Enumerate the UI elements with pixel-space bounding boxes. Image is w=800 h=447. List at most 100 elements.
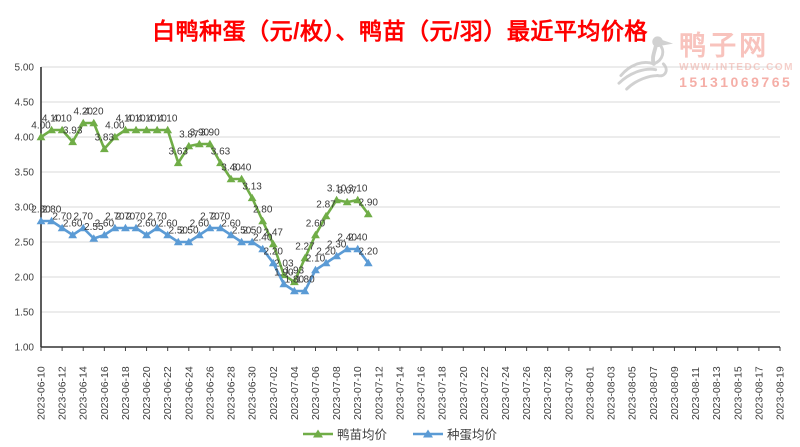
legend-entry-duckling: 鸭苗均价 — [302, 424, 387, 443]
svg-text:1.80: 1.80 — [295, 275, 315, 286]
svg-text:2023-08-01: 2023-08-01 — [584, 366, 596, 420]
svg-text:2023-07-20: 2023-07-20 — [458, 366, 470, 420]
svg-text:2.87: 2.87 — [316, 200, 336, 211]
svg-text:2023-06-26: 2023-06-26 — [204, 366, 216, 420]
svg-text:2.10: 2.10 — [306, 254, 326, 265]
svg-text:2.50: 2.50 — [15, 238, 35, 249]
svg-text:2.70: 2.70 — [126, 212, 146, 223]
svg-text:2.20: 2.20 — [316, 247, 336, 258]
svg-text:2.60: 2.60 — [158, 219, 178, 230]
gridlines — [41, 66, 780, 348]
svg-text:4.00: 4.00 — [31, 121, 51, 132]
svg-text:2.03: 2.03 — [274, 258, 294, 269]
svg-text:4.10: 4.10 — [147, 114, 167, 125]
svg-text:3.13: 3.13 — [242, 181, 262, 192]
svg-text:2.40: 2.40 — [348, 233, 368, 244]
svg-text:2.50: 2.50 — [169, 226, 189, 237]
svg-text:2023-06-30: 2023-06-30 — [247, 366, 259, 420]
series-duckling-price — [36, 118, 373, 286]
svg-text:1.90: 1.90 — [274, 268, 294, 279]
svg-text:4.00: 4.00 — [105, 121, 125, 132]
svg-text:2.00: 2.00 — [15, 273, 35, 284]
svg-text:2023-07-26: 2023-07-26 — [521, 366, 533, 420]
svg-text:2.80: 2.80 — [253, 205, 273, 216]
svg-text:4.10: 4.10 — [52, 114, 72, 125]
svg-text:2.70: 2.70 — [116, 212, 136, 223]
svg-text:4.00: 4.00 — [15, 133, 35, 144]
svg-text:4.10: 4.10 — [158, 114, 178, 125]
svg-text:3.07: 3.07 — [337, 186, 357, 197]
x-axis-labels: 2023-06-10 2023-06-12 2023-06-14 2023-06-16… — [36, 366, 787, 420]
x-axis-ticks — [40, 347, 781, 351]
svg-text:2.80: 2.80 — [42, 205, 62, 216]
svg-text:3.40: 3.40 — [221, 163, 241, 174]
svg-text:2.20: 2.20 — [359, 247, 379, 258]
svg-text:2.47: 2.47 — [264, 228, 284, 239]
svg-text:2023-08-15: 2023-08-15 — [732, 366, 744, 420]
svg-text:2023-08-13: 2023-08-13 — [711, 366, 723, 420]
svg-text:5.00: 5.00 — [15, 63, 35, 74]
legend-label-egg: 种蛋均价 — [447, 428, 498, 442]
svg-text:4.10: 4.10 — [116, 114, 136, 125]
svg-text:1.93: 1.93 — [285, 265, 305, 276]
svg-text:3.00: 3.00 — [15, 203, 35, 214]
svg-text:3.83: 3.83 — [95, 132, 115, 143]
legend-label-duckling: 鸭苗均价 — [336, 428, 387, 442]
svg-text:3.87: 3.87 — [179, 130, 199, 141]
svg-text:3.10: 3.10 — [327, 184, 347, 195]
svg-text:2023-07-14: 2023-07-14 — [394, 366, 406, 420]
axes — [40, 67, 780, 348]
svg-text:2.60: 2.60 — [306, 219, 326, 230]
svg-text:2.80: 2.80 — [31, 205, 51, 216]
svg-text:4.20: 4.20 — [73, 107, 93, 118]
svg-text:1.00: 1.00 — [15, 343, 35, 354]
svg-text:2023-07-08: 2023-07-08 — [331, 366, 343, 420]
svg-text:2.50: 2.50 — [232, 226, 252, 237]
svg-text:2.70: 2.70 — [200, 212, 220, 223]
svg-text:4.10: 4.10 — [137, 114, 157, 125]
svg-text:4.10: 4.10 — [42, 114, 62, 125]
svg-text:4.20: 4.20 — [84, 107, 104, 118]
svg-text:3.63: 3.63 — [211, 146, 231, 157]
y-axis-labels: 5.00 4.50 4.00 3.50 3.00 2.50 2.00 1.50 1.00 — [15, 63, 35, 354]
svg-text:2.40: 2.40 — [337, 233, 357, 244]
svg-text:2023-06-18: 2023-06-18 — [120, 366, 132, 420]
svg-text:2.60: 2.60 — [221, 219, 241, 230]
page-title: 白鸭种蛋（元/枚）、鸭苗（元/羽）最近平均价格 — [152, 18, 648, 44]
svg-text:2023-07-24: 2023-07-24 — [500, 366, 512, 420]
svg-text:3.90: 3.90 — [200, 128, 220, 139]
svg-text:4.50: 4.50 — [15, 98, 35, 109]
svg-text:2.70: 2.70 — [52, 212, 72, 223]
svg-text:2023-07-22: 2023-07-22 — [479, 366, 491, 420]
svg-text:2023-07-28: 2023-07-28 — [542, 366, 554, 420]
svg-text:2023-06-16: 2023-06-16 — [99, 366, 111, 420]
svg-text:2.40: 2.40 — [253, 233, 273, 244]
svg-text:3.50: 3.50 — [15, 168, 35, 179]
svg-text:2023-07-18: 2023-07-18 — [437, 366, 449, 420]
svg-text:2023-07-30: 2023-07-30 — [563, 366, 575, 420]
svg-text:2.60: 2.60 — [95, 219, 115, 230]
svg-text:3.93: 3.93 — [63, 125, 83, 136]
svg-text:2023-08-05: 2023-08-05 — [627, 366, 639, 420]
svg-text:2023-06-14: 2023-06-14 — [78, 366, 90, 420]
svg-text:2023-08-07: 2023-08-07 — [648, 366, 660, 420]
egg-series-swatch-icon — [413, 429, 443, 437]
svg-text:2.60: 2.60 — [137, 219, 157, 230]
svg-text:2023-06-24: 2023-06-24 — [183, 366, 195, 420]
svg-text:2023-06-28: 2023-06-28 — [226, 366, 238, 420]
svg-text:2023-08-03: 2023-08-03 — [606, 366, 618, 420]
egg-data-labels: 2.802.802.702.602.702.552.602.702.702.70… — [31, 205, 378, 286]
svg-text:1.50: 1.50 — [15, 308, 35, 319]
svg-text:2.70: 2.70 — [105, 212, 125, 223]
svg-text:3.90: 3.90 — [190, 128, 210, 139]
svg-text:2.30: 2.30 — [327, 240, 347, 251]
svg-text:2023-07-06: 2023-07-06 — [310, 366, 322, 420]
svg-text:2.70: 2.70 — [211, 212, 231, 223]
svg-text:2023-06-20: 2023-06-20 — [141, 366, 153, 420]
svg-text:3.40: 3.40 — [232, 163, 252, 174]
svg-text:2.50: 2.50 — [179, 226, 199, 237]
svg-text:2023-06-12: 2023-06-12 — [57, 366, 69, 420]
svg-text:2.27: 2.27 — [295, 242, 315, 253]
svg-text:2023-08-11: 2023-08-11 — [690, 367, 702, 420]
